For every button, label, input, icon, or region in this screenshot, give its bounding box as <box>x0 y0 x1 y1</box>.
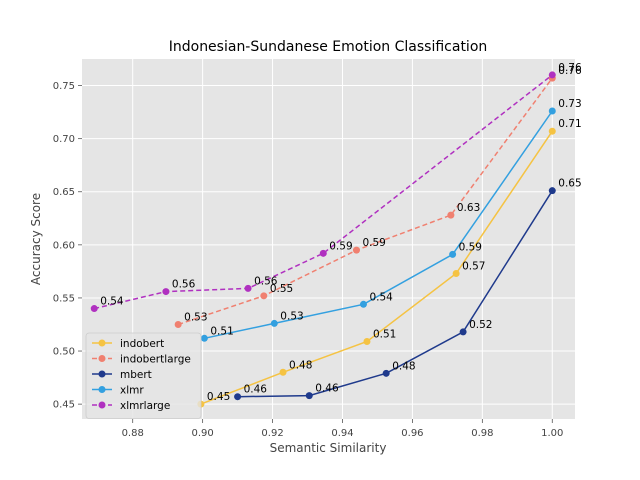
data-point-xlmrlarge <box>548 71 556 79</box>
series-layer: 0.45 0.48 0.51 0.57 0.71 0.53 0.55 0.59 0.63 0.76… <box>90 62 582 408</box>
data-label-mbert: 0.46 <box>315 383 339 395</box>
data-point-xlmrlarge <box>90 305 98 313</box>
legend-label: indobertlarge <box>120 354 191 366</box>
data-label-indobertlarge: 0.59 <box>362 237 385 249</box>
y-tick-label: 0.70 <box>53 134 75 145</box>
data-point-indobert <box>363 337 371 345</box>
x-tick-label: 0.88 <box>122 428 144 439</box>
legend-item-xlmrlarge: xlmrlarge <box>92 400 170 412</box>
data-point-mbert <box>234 393 242 401</box>
legend-item-indobert: indobert <box>92 338 164 350</box>
y-tick-label: 0.75 <box>53 81 75 92</box>
legend-swatch-marker <box>98 386 106 393</box>
x-tick-label: 1.00 <box>541 428 563 439</box>
data-point-indobertlarge <box>260 292 268 300</box>
series-xlmr: 0.51 0.53 0.54 0.59 0.73 <box>200 98 582 342</box>
data-point-indobertlarge <box>352 246 360 254</box>
x-axis-label: Semantic Similarity <box>270 441 387 455</box>
data-label-xlmr: 0.54 <box>369 291 393 303</box>
y-tick-label: 0.55 <box>53 293 75 304</box>
legend-box <box>85 332 202 419</box>
data-label-xlmrlarge: 0.76 <box>558 62 582 74</box>
legend-item-mbert: mbert <box>92 369 152 381</box>
data-label-xlmrlarge: 0.54 <box>100 296 124 308</box>
data-label-indobert: 0.71 <box>558 118 581 130</box>
y-axis-ticks: 0.45 0.50 0.55 0.60 0.65 0.70 0.75 <box>53 81 82 411</box>
y-tick-label: 0.50 <box>53 347 75 358</box>
y-tick-label: 0.60 <box>53 240 75 251</box>
data-point-mbert <box>548 187 556 195</box>
data-label-xlmr: 0.73 <box>558 98 581 110</box>
data-label-xlmr: 0.51 <box>210 325 233 337</box>
data-label-indobertlarge: 0.55 <box>270 283 293 295</box>
legend-label: xlmr <box>120 385 144 397</box>
legend: indobert indobertlarge mbert xlmr xlmrlarge <box>85 332 202 419</box>
x-tick-label: 0.96 <box>401 428 423 439</box>
series-indobert: 0.45 0.48 0.51 0.57 0.71 <box>197 118 582 408</box>
data-label-indobertlarge: 0.53 <box>184 311 207 323</box>
legend-swatch-marker <box>98 339 106 347</box>
legend-swatch-marker <box>98 355 106 362</box>
x-tick-label: 0.94 <box>331 428 353 439</box>
data-point-indobertlarge <box>174 320 182 328</box>
data-label-indobert: 0.57 <box>462 261 485 273</box>
data-label-xlmrlarge: 0.56 <box>172 279 196 291</box>
data-point-xlmr <box>359 300 367 308</box>
data-point-indobert <box>548 127 556 135</box>
x-tick-label: 0.90 <box>191 428 213 439</box>
legend-swatch-marker <box>98 370 106 378</box>
data-point-xlmr <box>548 107 556 115</box>
y-axis-label: Accuracy Score <box>29 193 43 285</box>
legend-item-xlmr: xlmr <box>92 385 144 397</box>
data-label-indobertlarge: 0.76 <box>558 65 582 77</box>
data-label-mbert: 0.52 <box>469 319 492 331</box>
data-point-indobert <box>452 270 460 278</box>
series-indobertlarge: 0.53 0.55 0.59 0.63 0.76 <box>174 65 582 328</box>
data-label-xlmr: 0.53 <box>280 310 303 322</box>
x-tick-label: 0.98 <box>471 428 493 439</box>
data-label-xlmrlarge: 0.56 <box>254 275 278 287</box>
data-label-mbert: 0.65 <box>558 178 581 190</box>
data-point-mbert <box>459 328 467 336</box>
data-point-xlmr <box>200 334 208 342</box>
data-point-xlmrlarge <box>319 249 327 257</box>
data-point-xlmrlarge <box>244 284 252 292</box>
legend-item-indobertlarge: indobertlarge <box>92 354 191 366</box>
legend-label: mbert <box>120 369 152 381</box>
legend-label: xlmrlarge <box>120 400 170 412</box>
data-label-indobert: 0.48 <box>289 359 312 371</box>
data-point-xlmr <box>270 319 278 327</box>
series-xlmrlarge: 0.54 0.56 0.56 0.59 0.76 <box>90 62 582 313</box>
data-point-xlmrlarge <box>162 288 170 296</box>
data-label-xlmrlarge: 0.59 <box>329 240 352 252</box>
data-label-mbert: 0.46 <box>244 384 268 396</box>
x-axis-ticks: 0.88 0.90 0.92 0.94 0.96 0.98 1.00 <box>122 419 563 439</box>
data-label-indobert: 0.45 <box>207 391 230 403</box>
data-point-xlmr <box>449 250 457 258</box>
y-tick-label: 0.45 <box>53 400 75 411</box>
data-label-mbert: 0.48 <box>392 360 415 372</box>
data-point-mbert <box>382 369 390 377</box>
data-label-indobertlarge: 0.63 <box>457 202 480 214</box>
series-mbert: 0.46 0.460.480.520.65 <box>234 178 582 401</box>
x-tick-label: 0.92 <box>261 428 283 439</box>
data-point-indobert <box>279 368 287 376</box>
data-point-indobertlarge <box>447 211 455 219</box>
chart-title: Indonesian-Sundanese Emotion Classificat… <box>169 39 488 55</box>
legend-swatch-marker <box>98 401 106 409</box>
y-tick-label: 0.65 <box>53 187 75 198</box>
gridlines <box>82 59 575 419</box>
legend-label: indobert <box>120 338 164 350</box>
data-label-indobert: 0.51 <box>373 328 396 340</box>
data-label-xlmr: 0.59 <box>459 241 482 253</box>
data-point-mbert <box>305 392 313 400</box>
